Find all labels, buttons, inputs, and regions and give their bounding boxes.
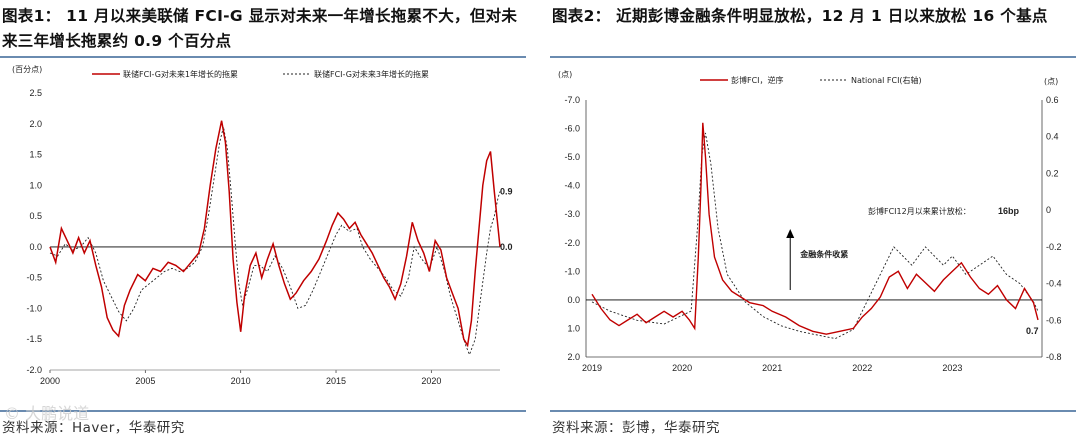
x-tick-label: 2019: [582, 363, 602, 373]
right-top-rule: [550, 56, 1076, 58]
y-tick-label-right: -0.6: [1046, 315, 1062, 325]
right-panel: 图表2： 近期彭博金融条件明显放松，12 月 1 日以来放松 16 个基点 (点…: [550, 0, 1080, 439]
tightening-arrow-head: [786, 229, 795, 238]
x-tick-label: 2020: [672, 363, 692, 373]
legend-label-series2: National FCI(右轴): [851, 75, 922, 85]
end-label-series1: 0.0: [500, 242, 513, 252]
y-tick-label-right: -0.4: [1046, 279, 1062, 289]
y-tick-label-left: 2.0: [567, 352, 580, 362]
y-tick-label: 0.0: [29, 242, 42, 252]
x-tick-label: 2010: [231, 376, 251, 386]
series-line-fci-g-1yr: [49, 120, 501, 348]
x-tick-label: 2021: [762, 363, 782, 373]
x-tick-label: 2020: [421, 376, 441, 386]
x-tick-label: 2023: [942, 363, 962, 373]
left-chart: (百分点) 联储FCI-G对未来1年增长的拖累 联储FCI-G对未来3年增长的拖累 2…: [12, 65, 513, 386]
y-tick-label-left: -5.0: [564, 152, 580, 162]
left-source-note: 资料来源：Haver，华泰研究: [2, 420, 185, 436]
y-tick-label: -1.5: [26, 334, 42, 344]
legend-label-series1: 联储FCI-G对未来1年增长的拖累: [123, 69, 238, 79]
left-chart-title: 图表1： 11 月以来美联储 FCI-G 显示对未来一年增长拖累不大，但对未来三…: [2, 7, 518, 50]
legend-label-series2: 联储FCI-G对未来3年增长的拖累: [314, 69, 429, 79]
y-tick-label-right: 0: [1046, 205, 1051, 215]
y-tick-label: -1.0: [26, 303, 42, 313]
series-line-national-fci: [591, 132, 1039, 340]
y-tick-label-right: 0.4: [1046, 132, 1059, 142]
easing-note-text: 彭博FCI12月以来累计放松：: [868, 206, 971, 216]
y-tick-label-right: 0.2: [1046, 168, 1059, 178]
y-tick-label-left: -7.0: [564, 95, 580, 105]
y-axis-label-right: (点): [1044, 77, 1058, 86]
legend-label-series1: 彭博FCI，逆序: [731, 75, 784, 85]
right-source-note: 资料来源：彭博，华泰研究: [552, 420, 720, 436]
left-top-rule: [0, 56, 526, 58]
y-tick-label: 1.0: [29, 180, 42, 190]
x-tick-label: 2015: [326, 376, 346, 386]
y-tick-label-left: -6.0: [564, 124, 580, 134]
x-tick-label: 2005: [135, 376, 155, 386]
right-bottom-rule: [550, 410, 1076, 412]
y-tick-label: -2.0: [26, 365, 42, 375]
series-line-bloomberg-fci: [591, 122, 1039, 335]
y-tick-label-left: -4.0: [564, 181, 580, 191]
watermark-logo: © 大鹏说道: [4, 404, 90, 423]
y-axis-label-left: (点): [558, 70, 572, 79]
tightening-annotation: 金融条件收紧: [799, 249, 848, 259]
y-tick-label: -0.5: [26, 273, 42, 283]
y-tick-label-left: -3.0: [564, 209, 580, 219]
end-label-bloomberg-fci: 0.7: [1026, 326, 1039, 336]
right-chart: (点) (点) 彭博FCI，逆序 National FCI(右轴) -7.0 -6.0 -5…: [558, 70, 1062, 373]
right-chart-title: 图表2： 近期彭博金融条件明显放松，12 月 1 日以来放松 16 个基点: [552, 7, 1048, 25]
y-tick-label-left: -1.0: [564, 266, 580, 276]
x-tick-label: 2000: [40, 376, 60, 386]
y-tick-label-right: -0.2: [1046, 242, 1062, 252]
easing-note-value: 16bp: [998, 206, 1020, 216]
y-tick-label: 2.0: [29, 119, 42, 129]
x-tick-label: 2022: [852, 363, 872, 373]
y-tick-label-left: 0.0: [567, 295, 580, 305]
left-bottom-rule: [0, 410, 526, 412]
left-panel: 图表1： 11 月以来美联储 FCI-G 显示对未来一年增长拖累不大，但对未来三…: [0, 0, 530, 439]
y-tick-label: 0.5: [29, 211, 42, 221]
y-tick-label: 1.5: [29, 150, 42, 160]
end-label-series2: 0.9: [500, 186, 513, 196]
series-line-fci-g-3yr: [49, 126, 501, 356]
y-axis-label: (百分点): [12, 65, 42, 74]
y-tick-label-left: -2.0: [564, 238, 580, 248]
y-tick-label-right: 0.6: [1046, 95, 1059, 105]
y-tick-label-left: 1.0: [567, 323, 580, 333]
y-tick-label: 2.5: [29, 88, 42, 98]
y-tick-label-right: -0.8: [1046, 352, 1062, 362]
